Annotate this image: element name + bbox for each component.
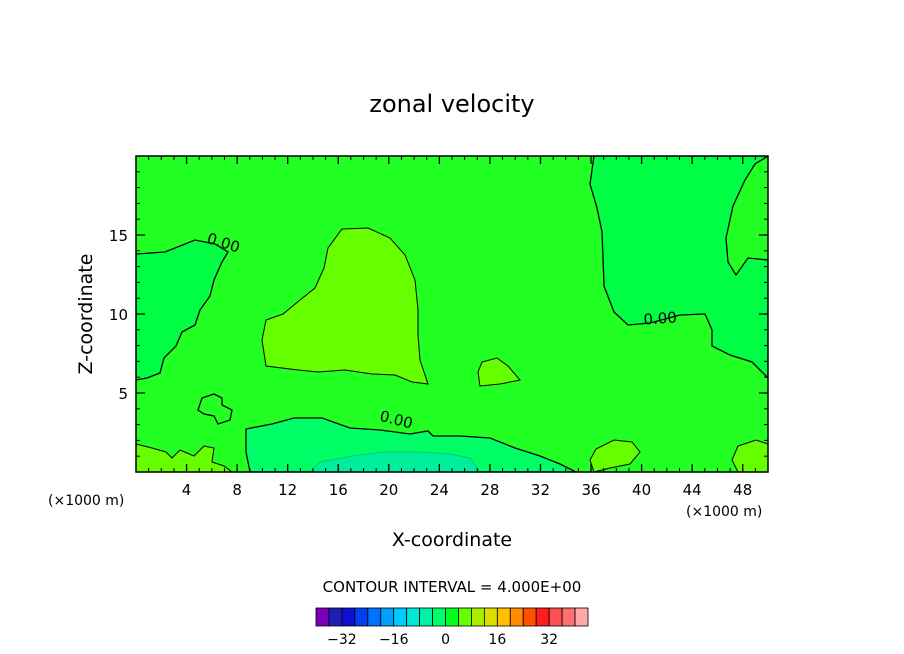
colorbar-swatch: [406, 607, 421, 627]
x-tick-label: 4: [182, 481, 192, 499]
field-positive-center-blob: [261, 227, 429, 385]
colorbar: −32 −16 0 16 32: [315, 607, 589, 648]
x-tick-label: 40: [632, 481, 651, 499]
field-positive-bottom-right-2: [731, 439, 768, 472]
colorbar-swatch: [561, 607, 576, 627]
x-tick-label: 16: [329, 481, 348, 499]
colorbar-swatch: [393, 607, 408, 627]
x-tick-label: 28: [480, 481, 499, 499]
colorbar-swatch: [509, 607, 524, 627]
colorbar-swatch: [471, 607, 485, 627]
contour-interval-text: CONTOUR INTERVAL = 4.000E+00: [323, 578, 582, 596]
x-tick-label: 24: [430, 481, 449, 499]
x-tick-label: 32: [531, 481, 550, 499]
field-negative-lower: [245, 417, 577, 472]
field-positive-small-patch: [477, 357, 521, 387]
colorbar-tick-label: 0: [441, 632, 450, 648]
y-tick-label: 15: [109, 227, 128, 245]
x-tick-label: 20: [379, 481, 398, 499]
y-tick-label: 10: [109, 306, 128, 324]
colorbar-swatch: [522, 607, 537, 627]
colorbar-swatch: [315, 607, 330, 627]
contour-line-small: [197, 393, 233, 425]
colorbar-swatch: [419, 607, 433, 627]
colorbar-tick-label: −16: [379, 632, 409, 648]
x-axis-label: X-coordinate: [392, 529, 512, 551]
colorbar-swatch: [535, 607, 550, 627]
x-tick-label: 36: [581, 481, 600, 499]
colorbar-swatch: [328, 607, 343, 627]
field-positive-bottom-left: [136, 443, 233, 472]
colorbar-swatch: [445, 607, 459, 627]
x-tick-label: 12: [278, 481, 297, 499]
colorbar-swatch: [483, 607, 498, 627]
colorbar-swatch: [432, 607, 446, 627]
colorbar-swatch: [496, 607, 511, 627]
y-tick-label: 5: [118, 385, 128, 403]
colorbar-swatch: [367, 607, 382, 627]
colorbar-swatch: [380, 607, 395, 627]
field-negative-left: [136, 239, 229, 381]
x-tick-label: 8: [232, 481, 242, 499]
x-origin-unit-label: (×1000 m): [48, 493, 124, 509]
contour-label: 0.00: [643, 308, 678, 328]
x-tick-label: 44: [683, 481, 702, 499]
x-end-unit-label: (×1000 m): [686, 504, 762, 520]
colorbar-swatch: [574, 607, 589, 627]
field-negative-right: [589, 156, 768, 379]
colorbar-tick-label: 32: [540, 632, 558, 648]
colorbar-swatch: [548, 607, 563, 627]
colorbar-swatch: [458, 607, 472, 627]
plot-area: [136, 156, 768, 472]
colorbar-tick-label: 16: [488, 632, 506, 648]
x-tick-label: 48: [733, 481, 752, 499]
colorbar-tick-label: −32: [327, 632, 357, 648]
colorbar-swatch: [341, 607, 356, 627]
colorbar-swatch: [354, 607, 369, 627]
chart-title: zonal velocity: [369, 90, 534, 118]
field-negative-core: [309, 451, 481, 472]
y-axis-label: Z-coordinate: [75, 254, 97, 375]
